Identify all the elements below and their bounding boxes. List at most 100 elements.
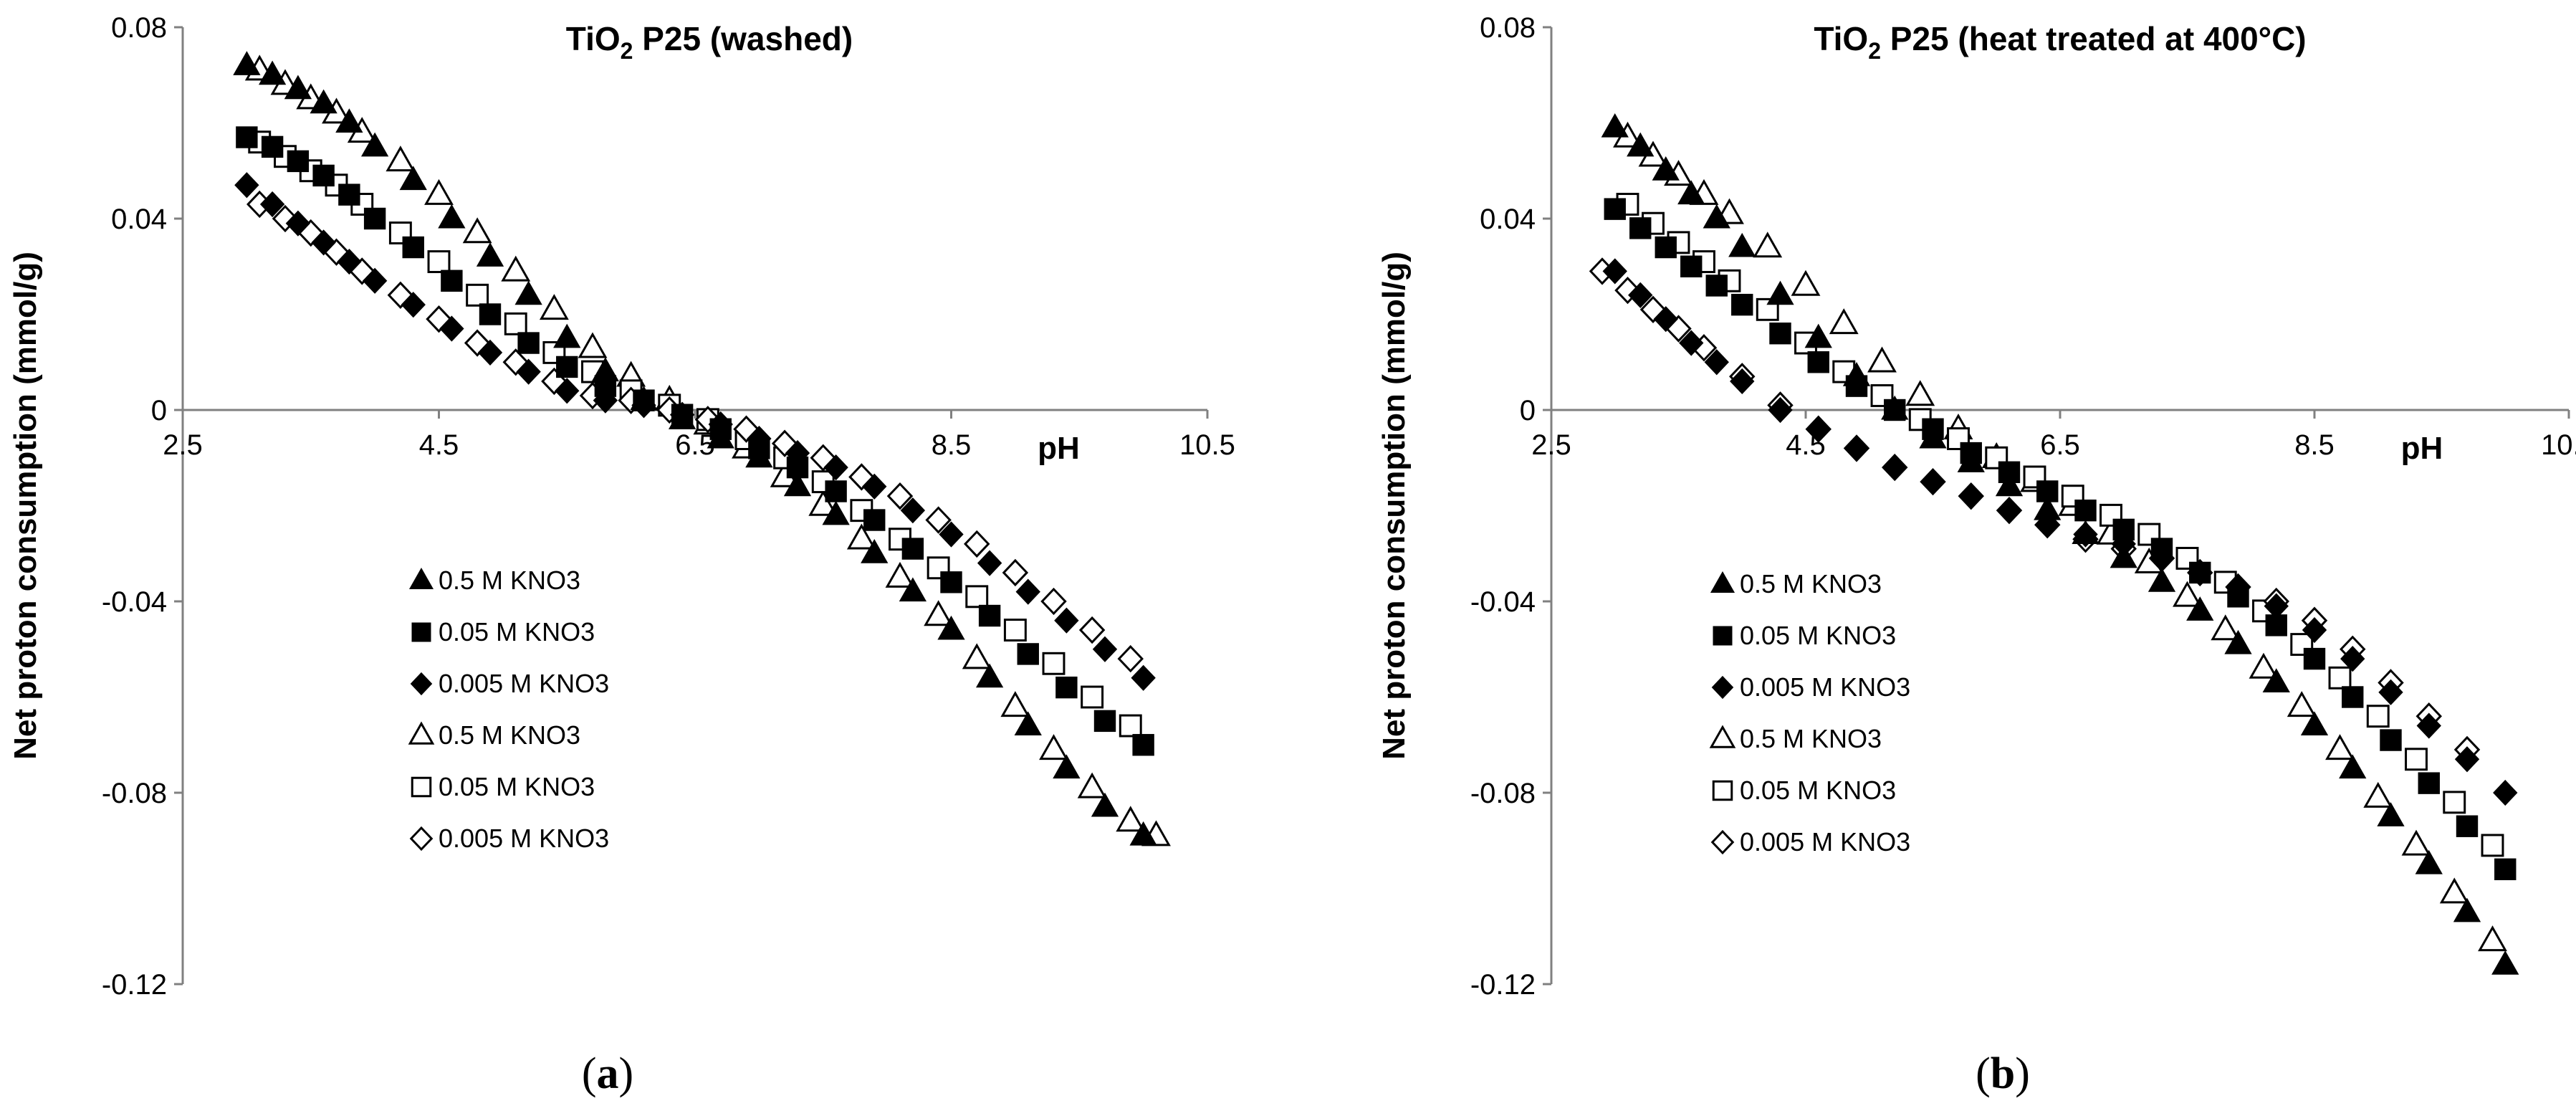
series-filled-triangle (233, 51, 1157, 846)
data-point (466, 283, 489, 307)
legend-marker-square (1712, 780, 1733, 801)
y-axis-label: Net proton consumption (mmol/g) (8, 252, 43, 760)
x-tick-label: 2.5 (163, 429, 203, 461)
data-point (978, 604, 1001, 627)
series-filled-diamond (234, 172, 1156, 691)
data-point (1884, 399, 1906, 421)
y-tick-label: 0.04 (111, 204, 167, 235)
data-point (386, 146, 416, 172)
data-point (1002, 558, 1029, 587)
data-point (1091, 792, 1119, 817)
data-point (2415, 849, 2443, 874)
data-point (1804, 323, 1832, 348)
y-tick-label: 0.08 (1480, 12, 1536, 44)
data-point (2380, 729, 2402, 751)
y-tick-label: -0.12 (1470, 969, 1536, 1001)
legend-marker-triangle (408, 721, 435, 745)
data-point (861, 539, 889, 563)
data-point (1905, 380, 1935, 406)
data-point (1601, 113, 1629, 138)
data-point (236, 126, 258, 148)
data-point (899, 577, 927, 602)
data-point (2443, 791, 2466, 814)
data-point (233, 51, 261, 75)
data-point (924, 600, 954, 626)
data-point (2416, 712, 2441, 739)
data-point (1017, 643, 1039, 665)
data-point (259, 191, 285, 218)
data-point (285, 210, 311, 237)
data-point (477, 339, 503, 366)
data-point (1844, 435, 1869, 462)
data-point (287, 150, 310, 173)
chart-title-rest: P25 (washed) (633, 20, 853, 57)
chart-panel-b: 0.080.040-0.04-0.08-0.122.54.56.58.510.5… (1376, 12, 2576, 1098)
data-point (1769, 323, 1791, 345)
data-point (1882, 454, 1907, 481)
data-point (885, 561, 915, 588)
data-point (977, 550, 1002, 576)
legend-marker-diamond (1710, 829, 1735, 855)
data-point (439, 315, 464, 342)
data-point (1129, 821, 1157, 846)
data-point (825, 480, 847, 502)
data-point (1014, 711, 1042, 736)
data-point (504, 312, 527, 335)
data-point (1627, 132, 1655, 157)
y-axis-label: Net proton consumption (mmol/g) (1376, 252, 1412, 760)
data-point (863, 509, 886, 531)
y-tick-label: 0.08 (111, 12, 167, 44)
data-point (783, 472, 812, 497)
data-point (1628, 282, 1653, 308)
x-tick-label: 6.5 (2040, 429, 2080, 461)
y-tick-label: 0 (1520, 395, 1536, 426)
y-tick-label: -0.08 (1470, 778, 1536, 809)
data-point (1920, 469, 1945, 495)
legend-marker-triangle (1709, 725, 1736, 748)
data-point (2035, 512, 2060, 538)
data-point (555, 378, 580, 404)
data-point (2328, 666, 2352, 690)
data-point (1055, 676, 1078, 699)
chart-title-rest: P25 (heat treated at 400°C) (1881, 20, 2307, 57)
data-point (1081, 685, 1104, 709)
data-point (940, 571, 962, 593)
data-point (1768, 396, 1793, 424)
data-point (2111, 530, 2136, 557)
data-point (1053, 754, 1081, 779)
data-point (2149, 545, 2175, 572)
data-point (900, 497, 926, 524)
data-point (479, 303, 502, 325)
data-point (1015, 578, 1040, 605)
data-point (2366, 705, 2390, 728)
x-tick-label: 2.5 (1531, 429, 1571, 461)
legend-marker-square (411, 776, 432, 798)
data-point (1845, 375, 1868, 397)
data-point (1766, 280, 1794, 305)
data-point (1922, 418, 1944, 440)
data-point (2493, 779, 2518, 806)
data-point (962, 643, 992, 669)
data-point (925, 506, 952, 534)
data-point (401, 292, 426, 318)
data-point (1791, 270, 1821, 296)
data-point (2303, 647, 2326, 670)
y-tick-label: -0.12 (102, 969, 167, 1001)
data-point (2074, 499, 2097, 522)
data-point (553, 323, 581, 348)
data-point (2262, 668, 2290, 692)
chart-title-main: TiO (1814, 20, 1868, 57)
x-tick-label: 8.5 (2294, 429, 2335, 461)
data-point (2287, 691, 2317, 717)
data-point (1054, 607, 1079, 634)
legend-marker-triangle (1710, 571, 1735, 593)
data-point (901, 538, 924, 560)
data-point (556, 356, 578, 378)
data-point (2300, 711, 2329, 736)
legend-label: 0.005 M KNO3 (439, 824, 609, 853)
data-point (2325, 734, 2355, 760)
data-point (399, 166, 427, 191)
legend-label: 0.5 M KNO3 (1740, 724, 1882, 753)
data-point (517, 332, 540, 354)
